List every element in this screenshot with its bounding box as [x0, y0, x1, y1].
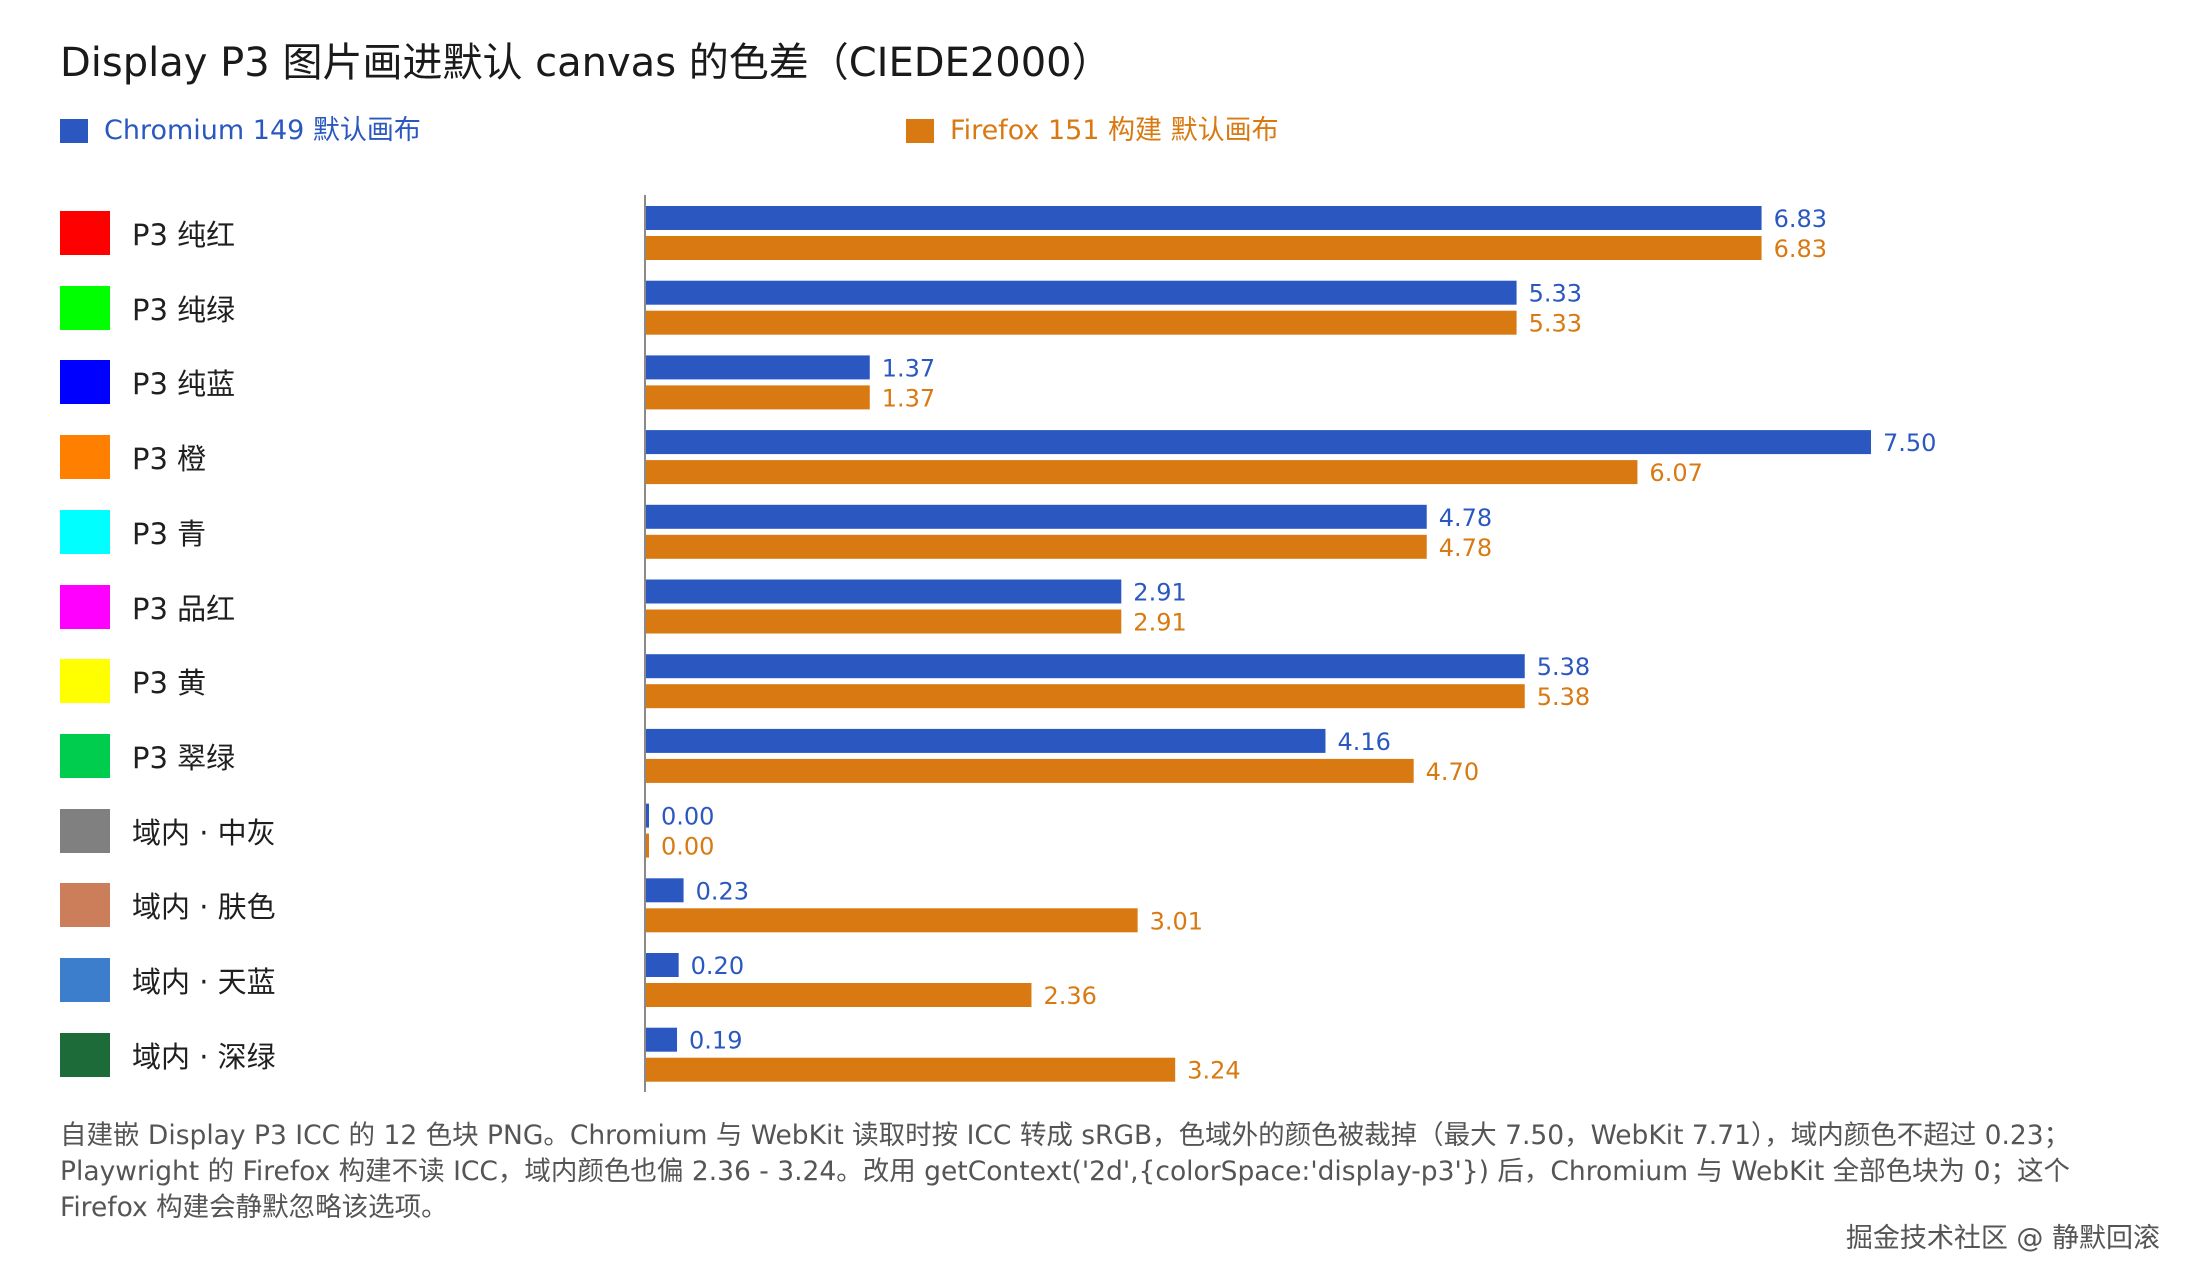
bar-chromium: [646, 1027, 678, 1052]
data-label-firefox: 6.07: [1649, 459, 1702, 487]
data-label-chromium: 0.20: [691, 952, 744, 980]
category-row: P3 翠绿: [60, 731, 235, 781]
data-label-firefox: 6.83: [1774, 235, 1827, 263]
category-label: P3 青: [132, 516, 207, 551]
bar-firefox: [646, 684, 1525, 709]
category-row: P3 纯红: [60, 208, 235, 258]
category-label: 域内 · 中灰: [132, 815, 276, 850]
bar-firefox: [646, 1057, 1176, 1082]
category-label: P3 纯绿: [132, 292, 236, 327]
category-color-swatch: [60, 1032, 110, 1077]
legend-label-firefox: Firefox 151 构建 默认画布: [950, 115, 1279, 146]
data-label-firefox: 2.36: [1043, 982, 1096, 1010]
legend-item-firefox: Firefox 151 构建 默认画布: [906, 108, 1279, 147]
bar-chromium: [646, 654, 1525, 679]
bar-firefox: [646, 385, 870, 410]
bar-chromium: [646, 579, 1122, 604]
data-label-chromium: 2.91: [1133, 579, 1186, 607]
data-label-chromium: 5.33: [1529, 280, 1582, 308]
data-label-chromium: 5.38: [1537, 653, 1590, 681]
bar-chromium: [646, 878, 684, 903]
category-label: P3 橙: [132, 442, 207, 477]
bar-firefox: [646, 236, 1762, 260]
category-label: P3 品红: [132, 591, 236, 626]
bar-chromium: [646, 280, 1517, 305]
bar-chromium: [646, 803, 649, 828]
bar-chromium: [646, 430, 1871, 455]
category-label: P3 翠绿: [132, 740, 236, 775]
category-row: 域内 · 肤色: [60, 880, 276, 930]
data-label-firefox: 4.78: [1439, 534, 1492, 562]
bar-chromium: [646, 355, 870, 380]
bar-firefox: [646, 534, 1427, 559]
category-label: 域内 · 肤色: [132, 890, 276, 925]
bar-firefox: [646, 983, 1032, 1007]
category-row: 域内 · 天蓝: [60, 955, 276, 1005]
category-color-swatch: [60, 958, 110, 1002]
category-label: P3 纯红: [132, 218, 236, 252]
bar-chromium: [646, 504, 1427, 529]
data-label-firefox: 1.37: [882, 384, 935, 412]
legend-swatch-chromium: [60, 118, 88, 143]
category-row: P3 纯蓝: [60, 357, 235, 407]
bar-firefox: [646, 310, 1517, 335]
category-color-swatch: [60, 211, 110, 255]
category-label: P3 纯蓝: [132, 367, 236, 402]
data-label-firefox: 4.70: [1426, 758, 1479, 786]
category-row: P3 青: [60, 507, 206, 557]
category-row: 域内 · 深绿: [60, 1030, 276, 1080]
legend-swatch-firefox: [906, 118, 934, 143]
category-row: P3 橙: [60, 432, 206, 482]
legend-label-chromium: Chromium 149 默认画布: [104, 115, 421, 146]
bar-firefox: [646, 758, 1414, 783]
category-color-swatch: [60, 360, 110, 405]
data-label-chromium: 4.16: [1337, 728, 1390, 756]
data-label-chromium: 0.19: [689, 1027, 742, 1055]
bar-firefox: [646, 460, 1638, 485]
category-color-swatch: [60, 435, 110, 480]
watermark: 掘金技术社区 @ 静默回滚: [1845, 1223, 2160, 1254]
legend-item-chromium: Chromium 149 默认画布: [60, 108, 421, 147]
footer-note: 自建嵌 Display P3 ICC 的 12 色块 PNG。Chromium …: [60, 1120, 2071, 1223]
bar-chromium: [646, 206, 1762, 230]
bar-chromium: [646, 728, 1326, 753]
data-label-chromium: 6.83: [1774, 205, 1827, 233]
category-row: 域内 · 中灰: [60, 806, 276, 856]
data-label-chromium: 7.50: [1883, 429, 1936, 457]
bar-firefox: [646, 609, 1122, 634]
category-label: 域内 · 天蓝: [132, 965, 276, 999]
category-row: P3 纯绿: [60, 283, 235, 333]
data-label-firefox: 3.24: [1187, 1057, 1240, 1085]
data-label-chromium: 4.78: [1439, 504, 1492, 532]
category-color-swatch: [60, 808, 110, 853]
data-label-chromium: 0.23: [696, 877, 749, 905]
category-color-swatch: [60, 659, 110, 704]
bar-chromium: [646, 953, 679, 977]
data-label-firefox: 0.00: [661, 833, 714, 861]
data-label-firefox: 5.33: [1529, 310, 1582, 338]
data-label-firefox: 3.01: [1150, 907, 1203, 935]
data-label-firefox: 2.91: [1133, 609, 1186, 637]
chart-title: Display P3 图片画进默认 canvas 的色差（CIEDE2000）: [60, 40, 1112, 86]
category-row: P3 品红: [60, 582, 235, 632]
data-label-chromium: 0.00: [661, 803, 714, 831]
category-color-swatch: [60, 285, 110, 330]
category-row: P3 黄: [60, 656, 206, 706]
bar-firefox: [646, 833, 649, 858]
bar-firefox: [646, 908, 1138, 933]
data-label-firefox: 5.38: [1537, 683, 1590, 711]
category-color-swatch: [60, 733, 110, 778]
data-label-chromium: 1.37: [882, 354, 935, 382]
category-color-swatch: [60, 883, 110, 928]
category-color-swatch: [60, 584, 110, 629]
category-color-swatch: [60, 509, 110, 554]
category-label: P3 黄: [132, 666, 207, 701]
category-label: 域内 · 深绿: [132, 1039, 276, 1074]
